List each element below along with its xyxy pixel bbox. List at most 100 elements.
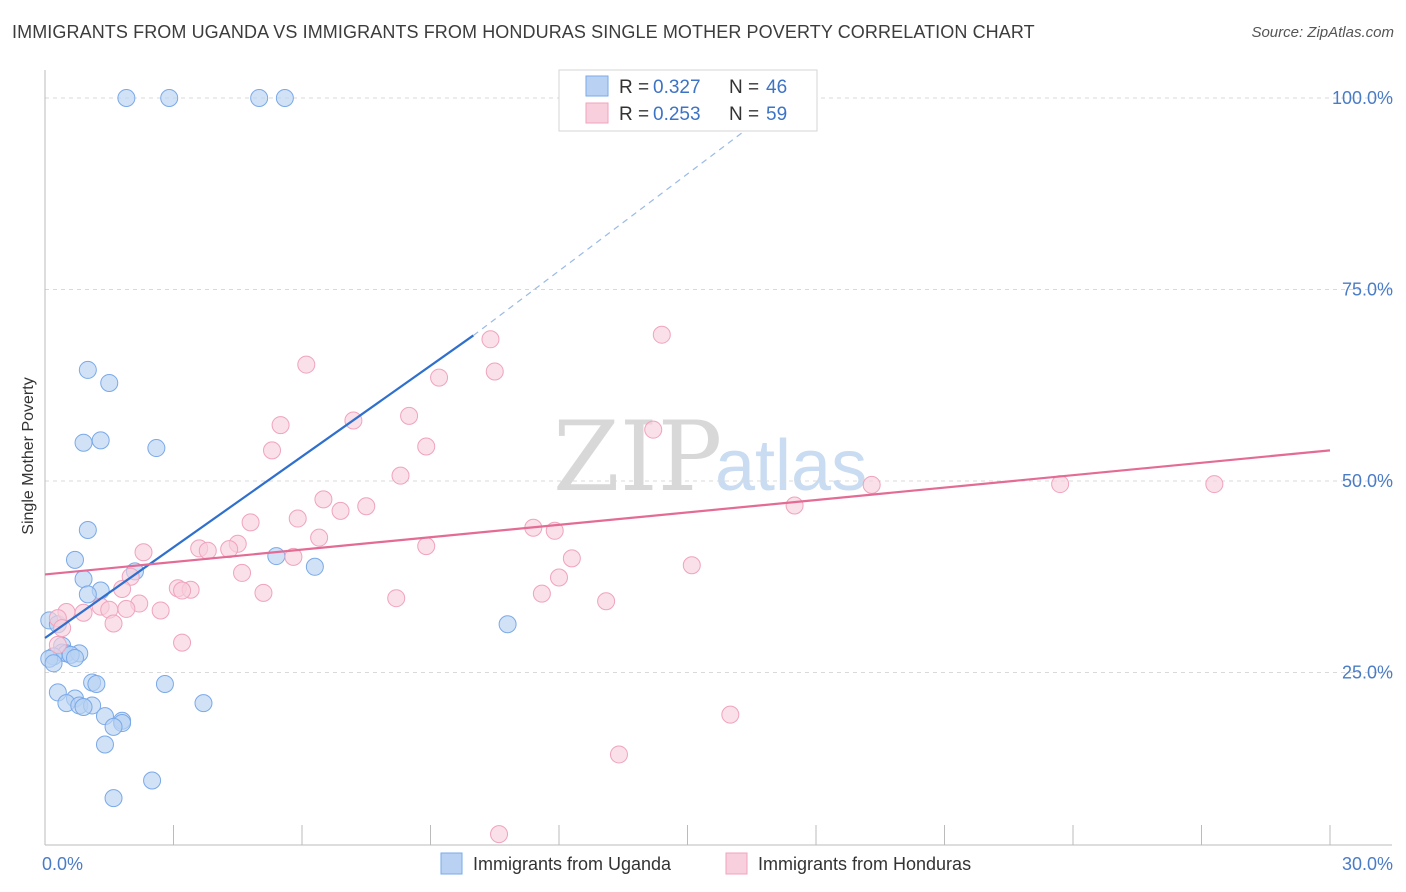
uganda-point-5: [100, 373, 119, 392]
gridlines: [45, 97, 1392, 673]
honduras-point-41: [532, 584, 551, 603]
honduras-point-17: [331, 501, 350, 520]
y-tick-label-75: 75.0%: [1342, 280, 1393, 300]
uganda-point-10: [65, 550, 84, 569]
watermark-atlas: atlas: [715, 426, 867, 506]
honduras-point-31: [134, 543, 153, 562]
data-points: [40, 89, 1224, 844]
honduras-point-3: [485, 362, 504, 381]
honduras-point-8: [644, 420, 663, 439]
legend-swatch-uganda: [585, 75, 609, 97]
honduras-point-56: [609, 745, 628, 764]
honduras-point-55: [721, 705, 740, 724]
uganda-point-0: [117, 89, 136, 107]
legend-r-value-honduras: 0.253: [653, 104, 701, 125]
bottom-legend-swatch-uganda: [440, 852, 463, 875]
x-tick-label-0: 0.0%: [42, 854, 83, 874]
honduras-point-9: [417, 437, 436, 456]
honduras-point-15: [314, 490, 333, 509]
honduras-point-54: [48, 635, 67, 654]
legend-n-value-honduras: 59: [766, 104, 787, 125]
honduras-point-40: [254, 583, 273, 602]
honduras-point-32: [682, 556, 701, 575]
honduras-point-51: [104, 614, 123, 633]
uganda-point-4: [78, 360, 97, 379]
honduras-point-10: [263, 441, 282, 460]
uganda-trend-line: [44, 334, 474, 639]
uganda-point-43: [95, 735, 114, 754]
uganda-point-3: [275, 89, 294, 107]
honduras-point-42: [387, 589, 406, 608]
bottom-legend: Immigrants from Uganda Immigrants from H…: [440, 852, 971, 875]
legend-r-label-honduras: R =: [619, 104, 649, 125]
uganda-point-8: [147, 439, 166, 458]
honduras-point-38: [173, 581, 192, 600]
honduras-point-27: [198, 541, 217, 560]
bottom-legend-label-uganda: Immigrants from Uganda: [473, 854, 672, 874]
honduras-point-16: [357, 497, 376, 516]
uganda-point-16: [78, 585, 97, 604]
honduras-point-46: [117, 599, 136, 618]
legend: R = 0.327 N = 46 R = 0.253 N = 59: [558, 69, 818, 132]
honduras-point-29: [562, 549, 581, 568]
source-label: Source: ZipAtlas.com: [1251, 24, 1394, 41]
uganda-point-11: [267, 547, 286, 566]
honduras-trend-line: [44, 449, 1331, 576]
uganda-point-26: [65, 648, 84, 667]
uganda-point-9: [78, 521, 97, 540]
honduras-point-12: [862, 475, 881, 494]
uganda-point-30: [87, 674, 106, 693]
honduras-point-4: [430, 368, 449, 387]
legend-r-label-uganda: R =: [619, 77, 649, 98]
honduras-point-0: [481, 330, 500, 349]
uganda-point-35: [194, 694, 213, 713]
uganda-point-19: [498, 615, 517, 634]
y-tick-label-50: 50.0%: [1342, 471, 1393, 491]
honduras-point-1: [652, 325, 671, 344]
uganda-trend-extension: [472, 128, 748, 336]
tick-labels: 25.0% 50.0% 75.0% 100.0% 0.0% 30.0%: [42, 88, 1393, 874]
bottom-legend-swatch-honduras: [725, 852, 748, 875]
x-tick-label-30: 30.0%: [1342, 854, 1393, 874]
honduras-point-28: [417, 537, 436, 556]
honduras-point-34: [550, 568, 568, 587]
trend-lines: [44, 128, 1331, 639]
uganda-point-6: [91, 431, 110, 450]
honduras-point-57: [490, 825, 509, 844]
uganda-point-14: [74, 570, 93, 589]
honduras-point-2: [297, 355, 316, 374]
honduras-point-19: [288, 509, 307, 528]
uganda-point-28: [44, 654, 63, 673]
chart-title: IMMIGRANTS FROM UGANDA VS IMMIGRANTS FRO…: [12, 22, 1035, 42]
y-axis-title: Single Mother Poverty: [20, 377, 37, 534]
legend-swatch-honduras: [585, 102, 609, 124]
uganda-point-45: [104, 789, 123, 808]
legend-n-value-uganda: 46: [766, 77, 787, 98]
uganda-point-1: [160, 89, 179, 107]
honduras-point-58: [151, 601, 170, 620]
uganda-point-42: [104, 717, 123, 736]
honduras-point-23: [310, 528, 329, 547]
honduras-point-13: [1051, 475, 1070, 494]
legend-n-label-uganda: N =: [729, 77, 759, 98]
uganda-point-2: [250, 89, 269, 107]
honduras-point-14: [1205, 475, 1224, 494]
honduras-point-18: [785, 496, 804, 515]
honduras-point-20: [241, 513, 260, 532]
legend-r-value-uganda: 0.327: [653, 77, 701, 98]
honduras-point-43: [597, 592, 616, 611]
honduras-point-33: [233, 563, 252, 582]
watermark-zip: ZIP: [553, 401, 722, 513]
honduras-point-7: [271, 416, 290, 435]
y-tick-label-100: 100.0%: [1332, 88, 1393, 108]
axes: [44, 70, 1392, 846]
uganda-point-12: [305, 557, 324, 576]
honduras-point-53: [173, 633, 192, 652]
honduras-point-11: [391, 466, 410, 485]
honduras-point-5: [400, 406, 419, 425]
honduras-point-30: [284, 547, 303, 566]
uganda-point-31: [155, 674, 174, 693]
y-tick-label-25: 25.0%: [1342, 663, 1393, 683]
uganda-point-38: [74, 697, 93, 716]
